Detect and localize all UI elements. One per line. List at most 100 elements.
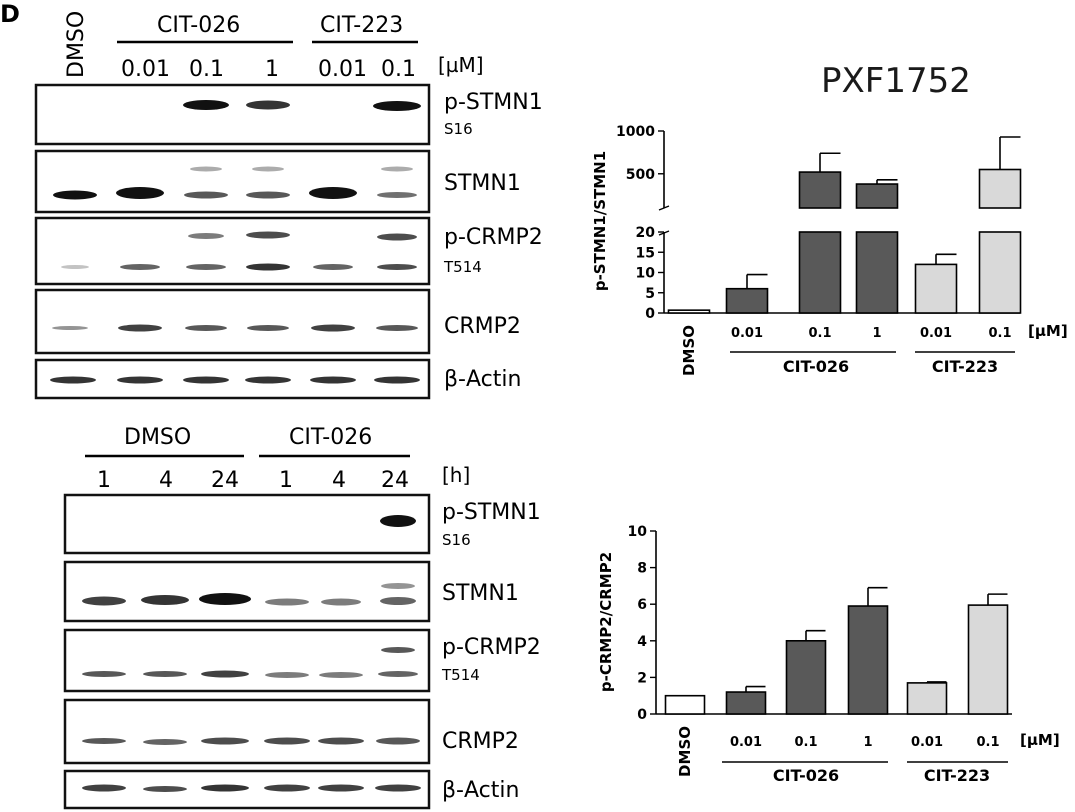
chart2-tick-label: 10 xyxy=(628,524,648,540)
chart2-group1-label: CIT-026 xyxy=(773,766,839,785)
band xyxy=(199,593,251,605)
bottom-row-sub-1: S16 xyxy=(442,531,471,549)
band xyxy=(82,596,126,606)
chart1-bar-lower xyxy=(798,231,842,314)
band xyxy=(186,264,226,270)
band xyxy=(185,325,227,331)
bottom-time-2: 4 xyxy=(159,468,173,493)
band xyxy=(141,595,189,605)
chart1-x-label: 0.01 xyxy=(920,326,952,341)
band xyxy=(321,598,361,606)
bottom-time-4: 1 xyxy=(279,468,293,493)
chart1-tick-label: 500 xyxy=(626,167,655,183)
chart2-bar xyxy=(847,605,889,715)
bottom-row-label-3: p-CRMP2 xyxy=(442,635,541,660)
blot-bands-top xyxy=(50,100,421,384)
chart2-bar xyxy=(725,691,767,715)
top-conc-3: 1 xyxy=(265,57,279,82)
top-row-label-2: STMN1 xyxy=(444,171,521,196)
bottom-row-label-2: STMN1 xyxy=(442,581,519,606)
band xyxy=(252,166,284,172)
band xyxy=(190,166,222,172)
chart2-axes: 0 2 4 6 8 10 xyxy=(628,524,1012,723)
chart1-tick-label: 10 xyxy=(636,266,656,282)
blot-panel-stmn1 xyxy=(34,149,431,214)
bottom-time-6: 24 xyxy=(381,468,409,493)
chart-p-crmp2-ratio: p-CRMP2/CRMP2 0 2 4 6 8 10 DMSO 0.01 0.1 1 0.01 0.… xyxy=(597,524,1060,785)
axis-break-mark xyxy=(658,230,670,236)
band xyxy=(120,264,160,270)
chart1-bar xyxy=(725,287,769,314)
chart1-bar xyxy=(667,309,711,314)
chart1-bar-lower xyxy=(855,231,899,314)
band xyxy=(381,583,415,589)
band xyxy=(118,324,162,332)
bottom-blot-header: DMSO CIT-026 1 4 24 1 4 24 [h] xyxy=(85,425,470,493)
bottom-row-label-4: CRMP2 xyxy=(442,729,519,754)
chart1-bars xyxy=(667,136,1022,314)
band xyxy=(381,166,413,172)
band xyxy=(53,190,97,200)
band xyxy=(82,671,126,677)
panel-letter: D xyxy=(0,0,20,28)
band xyxy=(377,233,417,241)
blot-panel-actin xyxy=(34,358,431,400)
top-dmso-label: DMSO xyxy=(64,11,89,78)
chart2-x-label: 0.1 xyxy=(794,735,817,750)
blot-panel-crmp2 xyxy=(34,288,431,355)
chart1-tick-label: 0 xyxy=(645,306,655,322)
top-group1-label: CIT-026 xyxy=(157,13,240,38)
chart1-bar xyxy=(914,263,958,314)
chart1-bar-upper xyxy=(978,168,1022,209)
band xyxy=(117,376,163,384)
band xyxy=(246,191,290,199)
band xyxy=(82,738,126,744)
chart2-ylabel: p-CRMP2/CRMP2 xyxy=(597,552,615,692)
chart2-x-label: 0.01 xyxy=(911,735,943,750)
band xyxy=(246,100,290,110)
chart2-tick-label: 4 xyxy=(637,634,647,650)
chart2-x-label: DMSO xyxy=(676,726,694,777)
top-row-sub-1: S16 xyxy=(444,120,473,138)
chart1-axes: 0 5 10 15 20 500 1000 xyxy=(616,124,1020,322)
band xyxy=(245,376,291,384)
chart2-tick-label: 2 xyxy=(637,670,647,686)
band xyxy=(264,784,310,792)
top-row-sub-3: T514 xyxy=(443,258,482,276)
chart2-tick-label: 0 xyxy=(637,707,647,723)
band xyxy=(319,672,363,678)
band xyxy=(380,515,416,527)
blot-panel-p-stmn1 xyxy=(34,83,431,146)
top-conc-2: 0.1 xyxy=(189,57,224,82)
bottom-row-sub-3: T514 xyxy=(441,666,480,684)
chart1-group1-label: CIT-026 xyxy=(783,357,849,376)
band xyxy=(143,739,187,745)
chart1-bar-upper xyxy=(855,183,899,209)
chart1-tick-label: 5 xyxy=(645,286,655,302)
bottom-time-5: 4 xyxy=(332,468,346,493)
bottom-group1-label: DMSO xyxy=(124,425,191,450)
band xyxy=(309,187,357,199)
chart1-bar-lower xyxy=(978,231,1022,314)
chart1-x-label: 0.01 xyxy=(731,326,763,341)
band xyxy=(50,376,96,384)
chart1-tick-label: 15 xyxy=(636,245,655,261)
top-conc-1: 0.01 xyxy=(121,57,170,82)
band xyxy=(375,784,421,792)
band xyxy=(183,376,229,384)
band xyxy=(376,737,420,745)
band xyxy=(376,325,418,331)
band xyxy=(116,187,164,199)
chart1-unit: [µM] xyxy=(1028,322,1068,340)
top-row-label-3: p-CRMP2 xyxy=(444,225,543,250)
blot-bands-bottom xyxy=(82,515,421,792)
band xyxy=(52,326,88,330)
band xyxy=(188,233,224,239)
bottom-time-3: 24 xyxy=(211,468,239,493)
bottom-group2-label: CIT-026 xyxy=(289,425,372,450)
chart2-xlabels: DMSO 0.01 0.1 1 0.01 0.1 xyxy=(676,726,1000,777)
chart2-x-label: 0.01 xyxy=(730,735,762,750)
top-conc-4: 0.01 xyxy=(318,57,367,82)
band xyxy=(264,737,310,745)
top-row-label-1: p-STMN1 xyxy=(444,90,543,115)
